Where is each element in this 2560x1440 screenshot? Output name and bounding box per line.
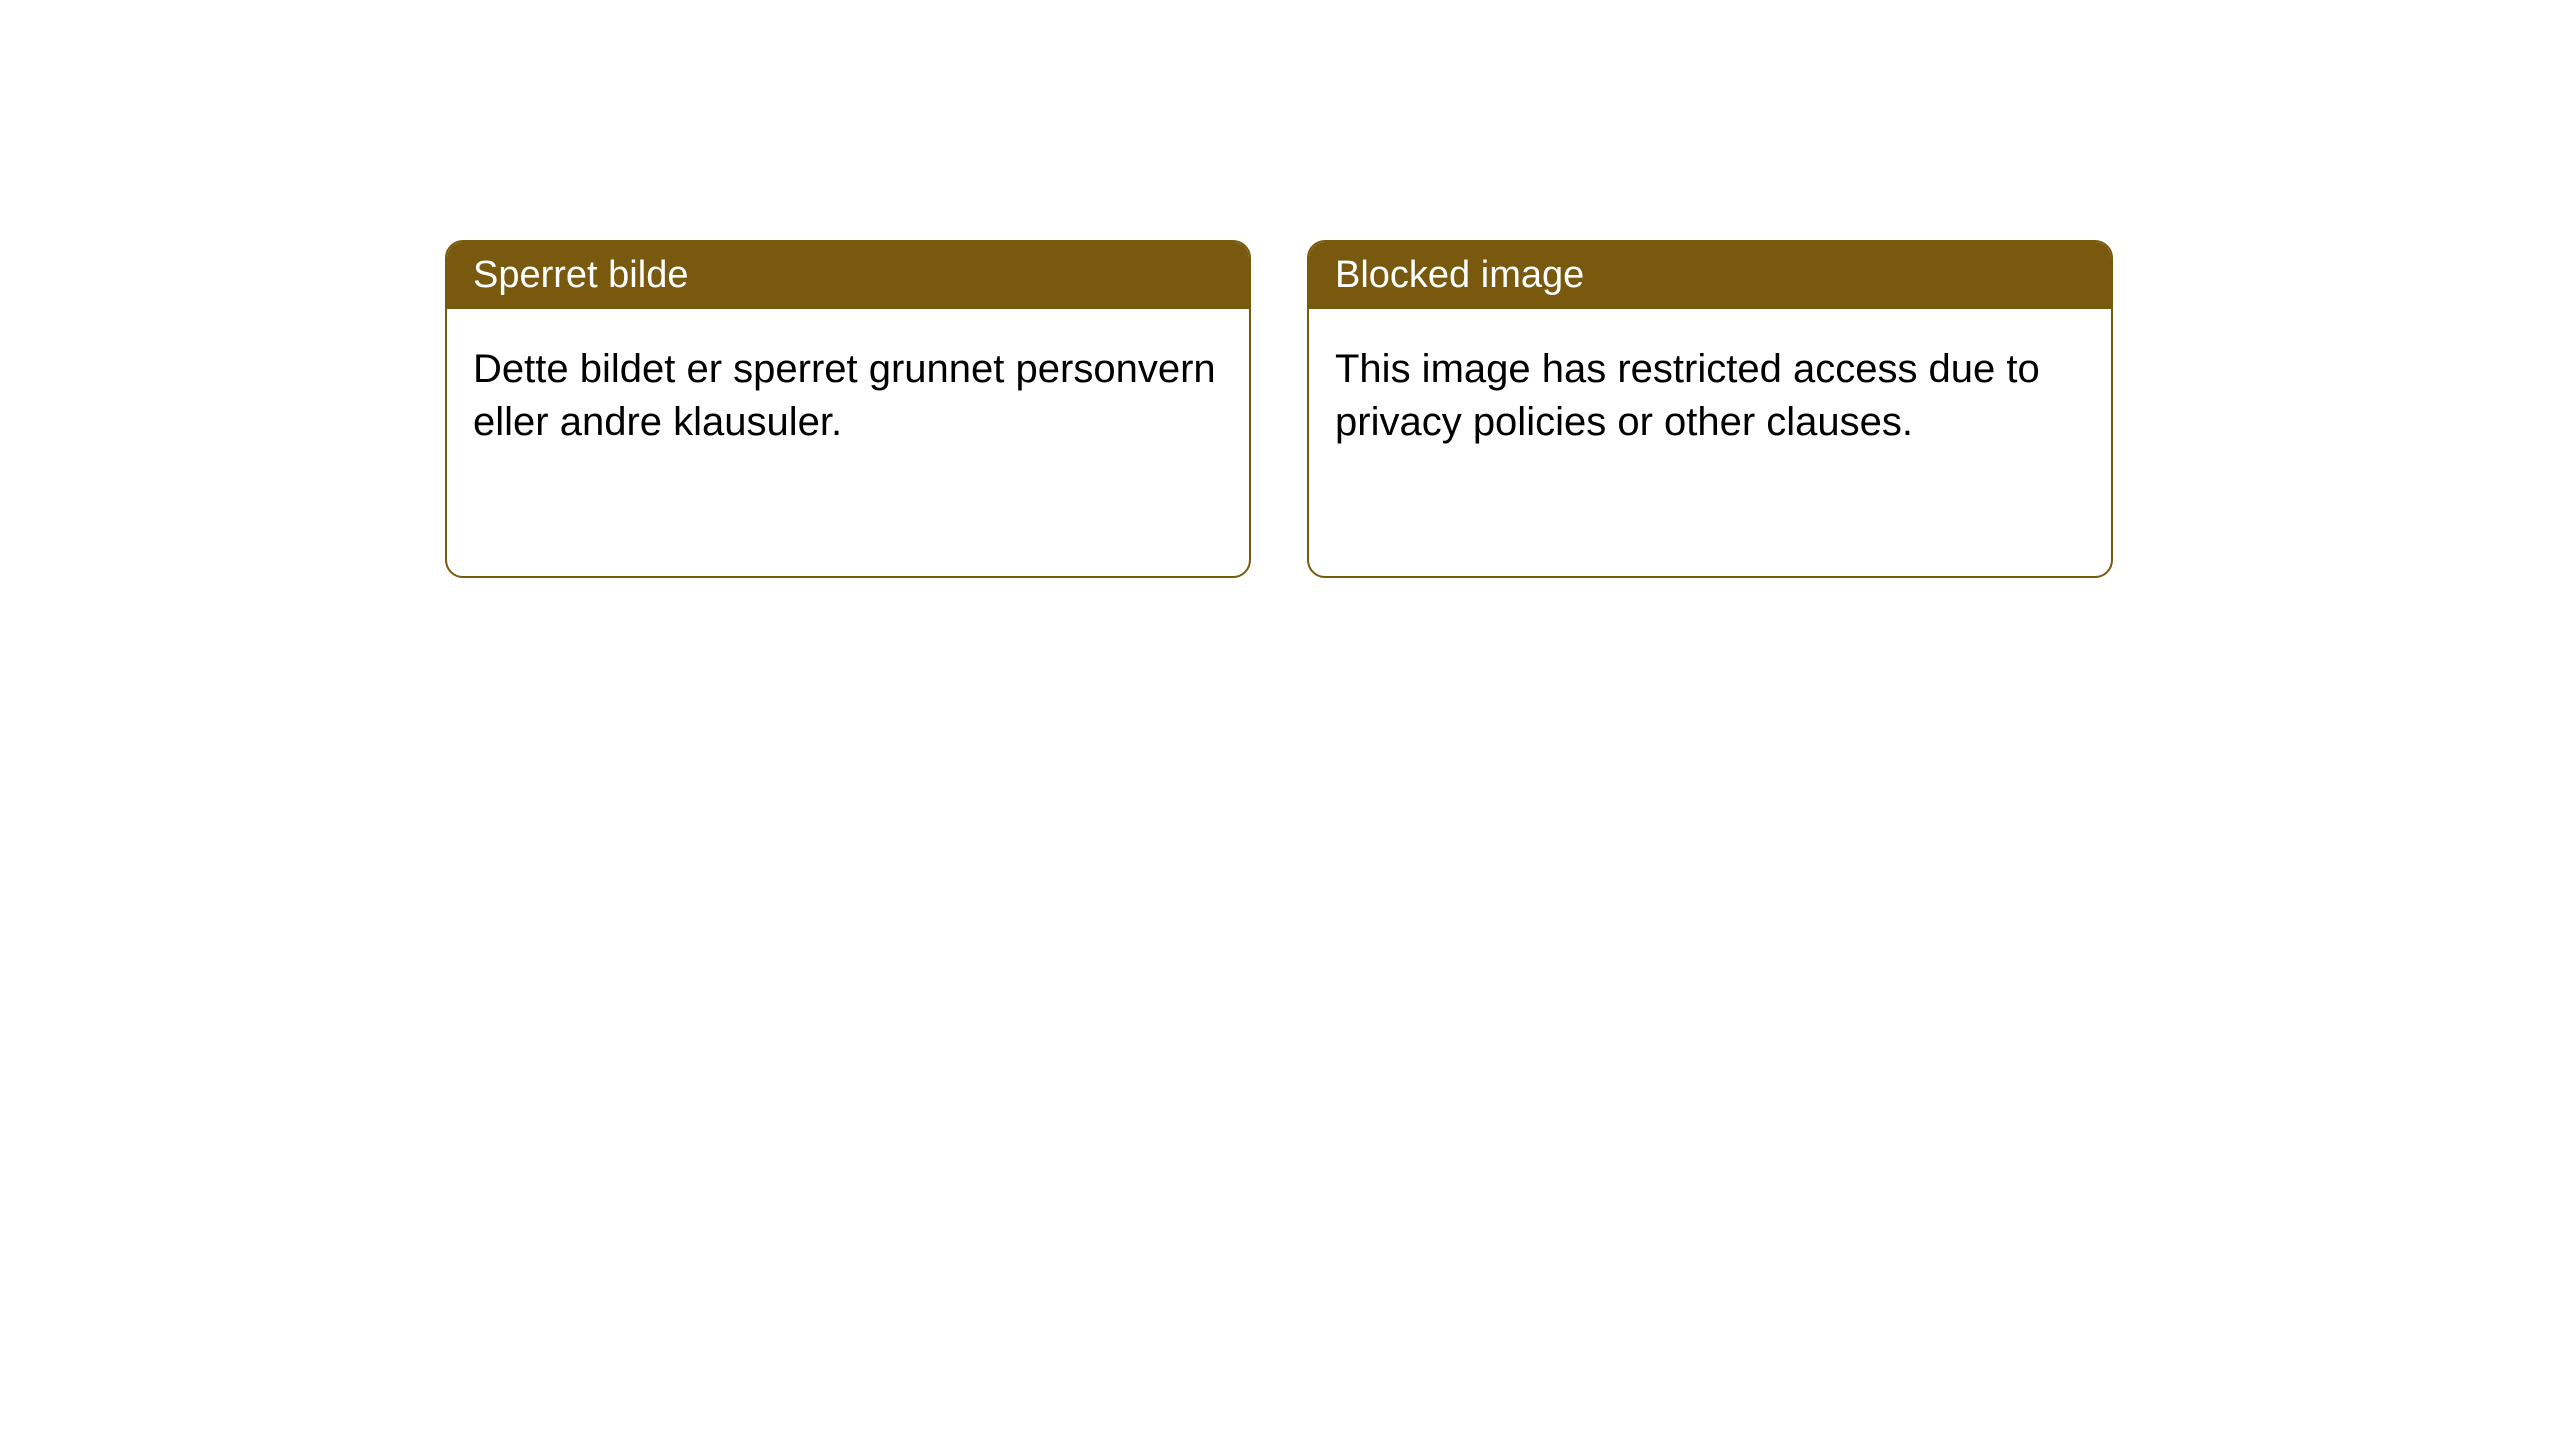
- blocked-image-card-english: Blocked image This image has restricted …: [1307, 240, 2113, 578]
- card-header: Sperret bilde: [447, 242, 1249, 309]
- card-header: Blocked image: [1309, 242, 2111, 309]
- card-title: Blocked image: [1335, 254, 1584, 296]
- card-message: This image has restricted access due to …: [1335, 347, 2040, 444]
- card-message: Dette bildet er sperret grunnet personve…: [473, 347, 1216, 444]
- card-title: Sperret bilde: [473, 254, 688, 296]
- notice-cards-container: Sperret bilde Dette bildet er sperret gr…: [445, 240, 2560, 578]
- blocked-image-card-norwegian: Sperret bilde Dette bildet er sperret gr…: [445, 240, 1251, 578]
- card-body: This image has restricted access due to …: [1309, 309, 2111, 483]
- card-body: Dette bildet er sperret grunnet personve…: [447, 309, 1249, 483]
